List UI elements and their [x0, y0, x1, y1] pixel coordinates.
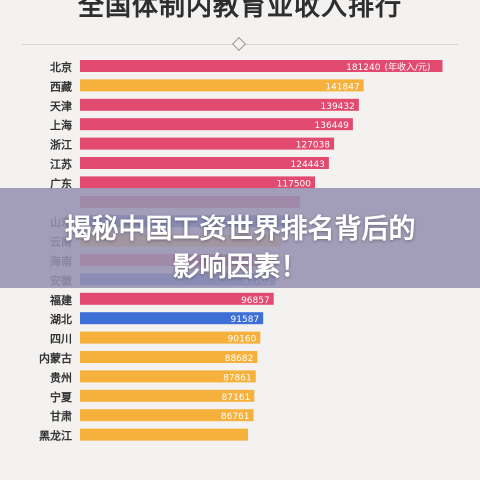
bar	[80, 79, 364, 92]
headline-overlay	[0, 188, 480, 288]
bar	[80, 389, 255, 402]
unit-label: (年收入/元)	[384, 61, 430, 73]
bar-value-label: 88682	[225, 354, 254, 364]
headline-line-1: 揭秘中国工资世界排名背后的	[64, 214, 416, 245]
category-label: 甘肃	[50, 409, 72, 423]
category-label: 四川	[50, 333, 72, 346]
bar-value-label: 124443	[291, 160, 325, 170]
bar	[80, 176, 315, 189]
category-label: 广东	[50, 176, 72, 190]
category-label: 西藏	[50, 79, 72, 93]
category-label: 天津	[50, 99, 72, 113]
category-label: 江苏	[50, 157, 72, 171]
bar	[80, 312, 264, 325]
bar-value-label: 96857	[241, 296, 270, 306]
category-label: 上海	[50, 118, 72, 132]
bar-value-label: 139432	[321, 102, 355, 112]
page-title: 全国体制内教育业收入排行	[77, 0, 402, 22]
bar	[80, 370, 256, 383]
bar	[80, 118, 353, 131]
bar-value-label: 86761	[221, 412, 250, 422]
bar	[80, 351, 258, 363]
bar	[80, 331, 261, 344]
bar	[80, 137, 335, 150]
category-label: 内蒙古	[39, 351, 72, 365]
category-label: 黑龙江	[39, 429, 72, 443]
bar-value-label: 127038	[296, 141, 331, 151]
category-label: 浙江	[50, 138, 72, 152]
bar-value-label: 90160	[228, 335, 257, 345]
category-label: 湖北	[50, 312, 72, 326]
bar-value-label: 136449	[315, 121, 350, 131]
category-label: 贵州	[50, 370, 72, 384]
category-label: 福建	[49, 293, 73, 307]
bar-value-label: 181240	[346, 63, 381, 73]
bar-value-label: 87161	[222, 393, 251, 403]
bar-value-label: 117500	[277, 179, 312, 189]
bar-value-label: 141847	[325, 82, 359, 92]
bar-value-label: 87861	[223, 373, 252, 383]
bar	[80, 428, 248, 441]
bar	[80, 409, 254, 422]
category-label: 北京	[50, 60, 72, 74]
bar	[80, 292, 274, 305]
headline-line-2: 影响因素！	[172, 252, 308, 283]
bar	[80, 60, 443, 72]
bar	[80, 98, 359, 111]
bar-value-label: 91587	[231, 315, 260, 325]
category-label: 宁夏	[50, 390, 73, 404]
bar	[80, 157, 329, 169]
